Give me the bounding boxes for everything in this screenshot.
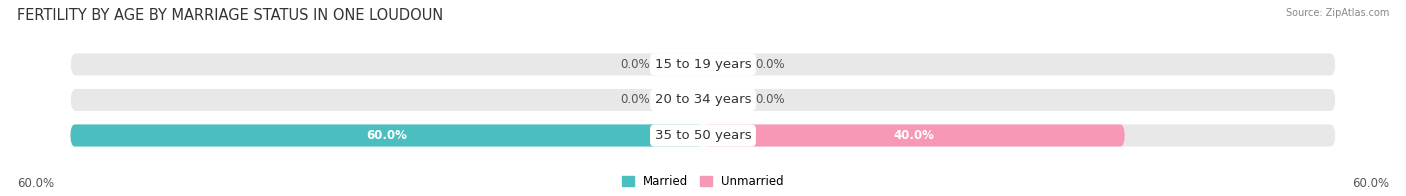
Text: 60.0%: 60.0% (1353, 177, 1389, 190)
Text: 0.0%: 0.0% (620, 93, 650, 106)
FancyBboxPatch shape (703, 124, 1125, 146)
Text: 0.0%: 0.0% (756, 58, 786, 71)
FancyBboxPatch shape (70, 124, 703, 146)
Legend: Married, Unmarried: Married, Unmarried (621, 175, 785, 188)
Text: 0.0%: 0.0% (620, 58, 650, 71)
Text: 60.0%: 60.0% (17, 177, 53, 190)
FancyBboxPatch shape (70, 54, 1336, 75)
FancyBboxPatch shape (70, 89, 1336, 111)
Text: FERTILITY BY AGE BY MARRIAGE STATUS IN ONE LOUDOUN: FERTILITY BY AGE BY MARRIAGE STATUS IN O… (17, 8, 443, 23)
Text: Source: ZipAtlas.com: Source: ZipAtlas.com (1285, 8, 1389, 18)
Text: 40.0%: 40.0% (893, 129, 935, 142)
Text: 0.0%: 0.0% (756, 93, 786, 106)
FancyBboxPatch shape (70, 124, 1336, 146)
Text: 15 to 19 years: 15 to 19 years (655, 58, 751, 71)
Text: 35 to 50 years: 35 to 50 years (655, 129, 751, 142)
Text: 60.0%: 60.0% (366, 129, 408, 142)
Text: 20 to 34 years: 20 to 34 years (655, 93, 751, 106)
